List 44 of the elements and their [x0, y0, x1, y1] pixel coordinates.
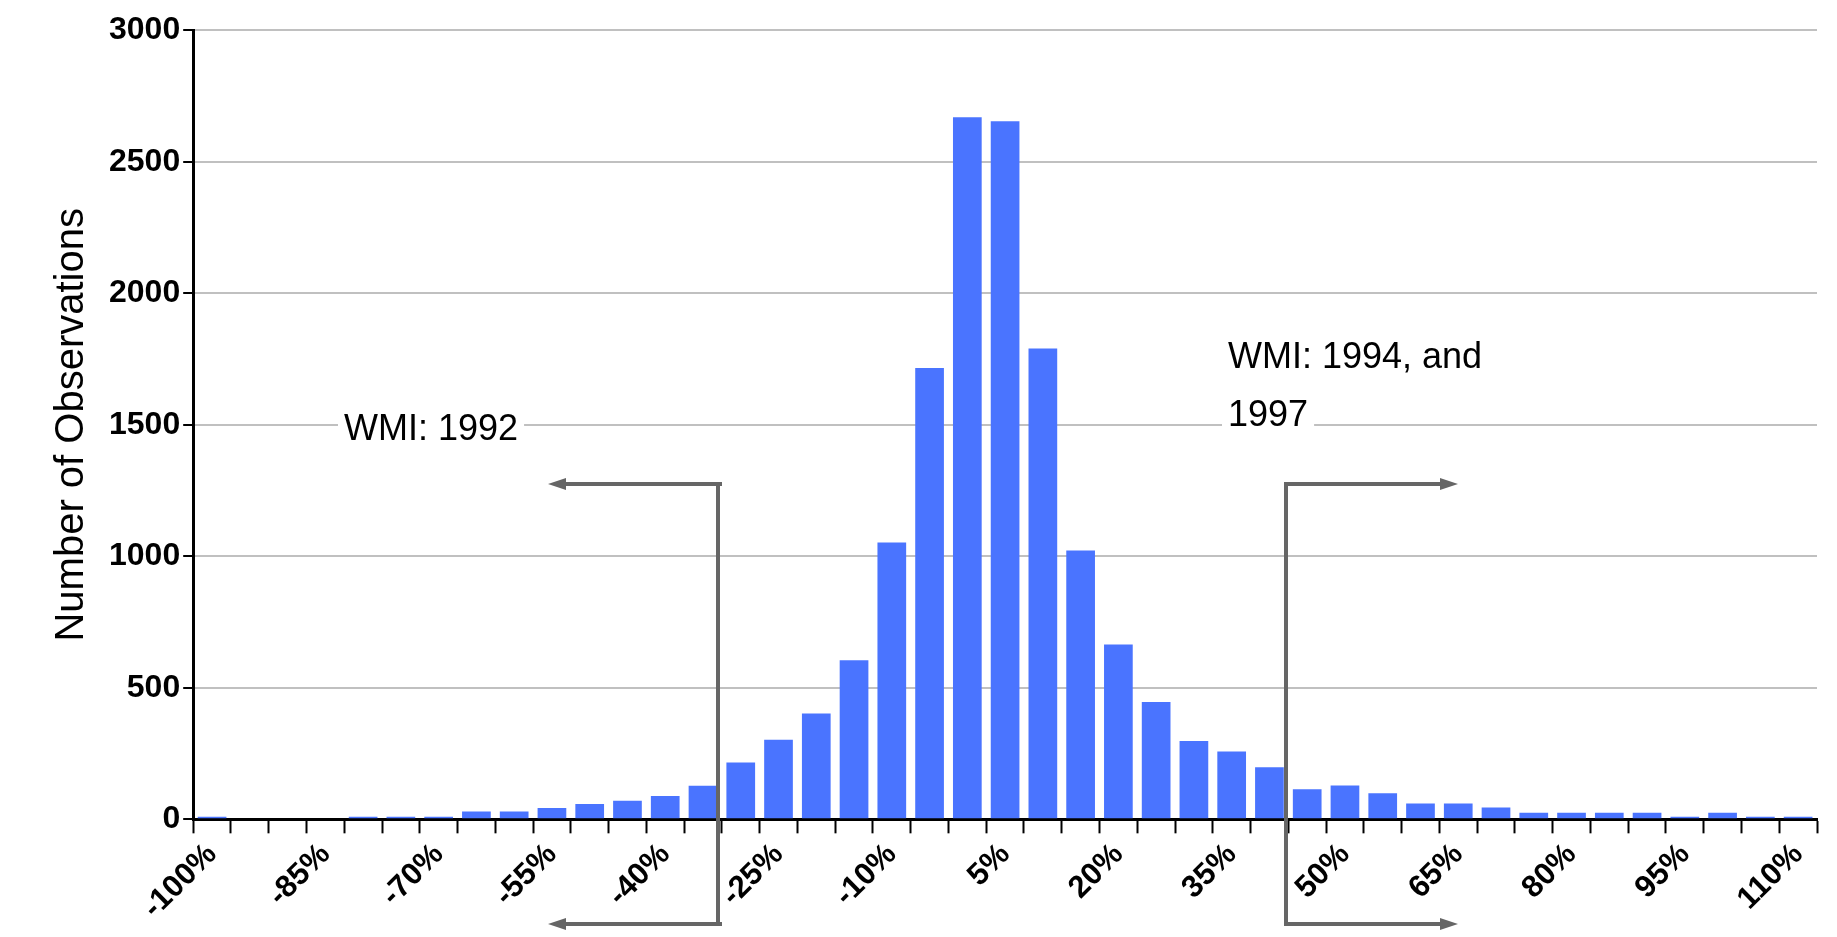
- y-tick-label: 2500: [109, 141, 181, 178]
- y-tick-label: 3000: [109, 10, 181, 47]
- bar: [499, 811, 529, 819]
- bar: [1292, 789, 1322, 819]
- bar: [1368, 793, 1398, 819]
- bar: [990, 121, 1020, 819]
- y-axis-title: Number of Observations: [47, 208, 92, 642]
- bar: [688, 785, 718, 819]
- bar: [1330, 785, 1360, 819]
- bar: [1179, 740, 1209, 819]
- bar: [1519, 812, 1549, 819]
- bar: [1708, 812, 1737, 819]
- bar: [1104, 644, 1133, 819]
- y-tick-label: 1000: [109, 536, 181, 573]
- bar: [915, 367, 944, 819]
- bar: [613, 800, 642, 819]
- bar: [650, 795, 680, 819]
- bar: [537, 808, 567, 819]
- bar: [575, 804, 605, 819]
- bar: [1594, 812, 1624, 819]
- bar: [1217, 751, 1247, 819]
- bar: [952, 117, 982, 819]
- bar: [1481, 807, 1511, 819]
- bar: [877, 542, 907, 819]
- bar: [764, 739, 793, 819]
- x-tick-label: 65%: [1400, 835, 1470, 905]
- y-tick-label: 1500: [109, 404, 181, 441]
- bar: [1028, 348, 1058, 819]
- bar: [726, 762, 756, 819]
- x-tick-label: 5%: [959, 835, 1017, 893]
- bar: [1443, 803, 1473, 819]
- bar: [1557, 812, 1586, 819]
- bar: [839, 660, 869, 819]
- bar: [462, 811, 491, 819]
- bar: [801, 713, 831, 819]
- y-tick-label: 500: [126, 667, 181, 704]
- y-tick-label: 2000: [109, 273, 181, 310]
- bar: [1141, 702, 1171, 819]
- bar: [1066, 550, 1095, 819]
- bar: [1406, 803, 1435, 819]
- annotation: WMI: 1994, and 1997: [1228, 335, 1483, 434]
- annotation: WMI: 1992: [344, 407, 519, 448]
- bar: [1255, 767, 1284, 819]
- y-tick-label: 0: [162, 799, 181, 836]
